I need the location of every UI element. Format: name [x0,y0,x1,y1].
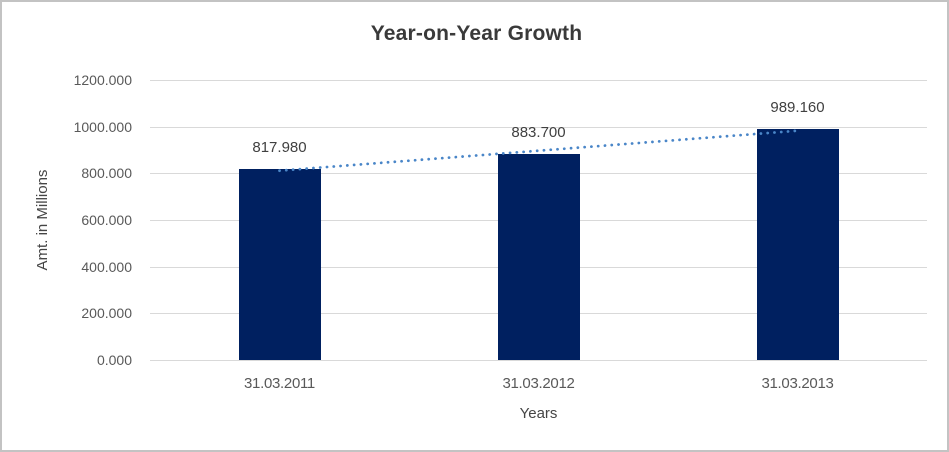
x-category-label: 31.03.2013 [761,375,834,392]
y-tick-label: 200.000 [81,305,132,322]
trendline-layer [278,129,799,173]
y-tick-label: 1200.000 [73,72,132,88]
y-tick-label: 1000.000 [73,118,132,135]
y-tick-label: 400.000 [81,258,132,275]
y-tick-label: 800.000 [81,165,132,182]
bar-value-label: 817.980 [252,139,307,157]
chart-title: Year-on-Year Growth [370,22,583,45]
bar-value-label: 883.700 [511,123,566,141]
x-axis-title: Years [519,405,558,422]
bar [497,153,580,360]
gridline [150,126,927,128]
y-tick-label: 600.000 [81,212,132,228]
bar [238,169,321,360]
gridline [150,360,927,361]
bar-value-label: 989.160 [770,99,825,117]
x-category-label: 31.03.2012 [502,375,575,392]
plot-area [150,80,927,361]
trendline-dotted [278,129,799,173]
bar [756,129,839,360]
gridline [150,80,927,81]
x-category-label: 31.03.2011 [244,375,315,392]
y-tick-label: 0.000 [96,352,132,368]
